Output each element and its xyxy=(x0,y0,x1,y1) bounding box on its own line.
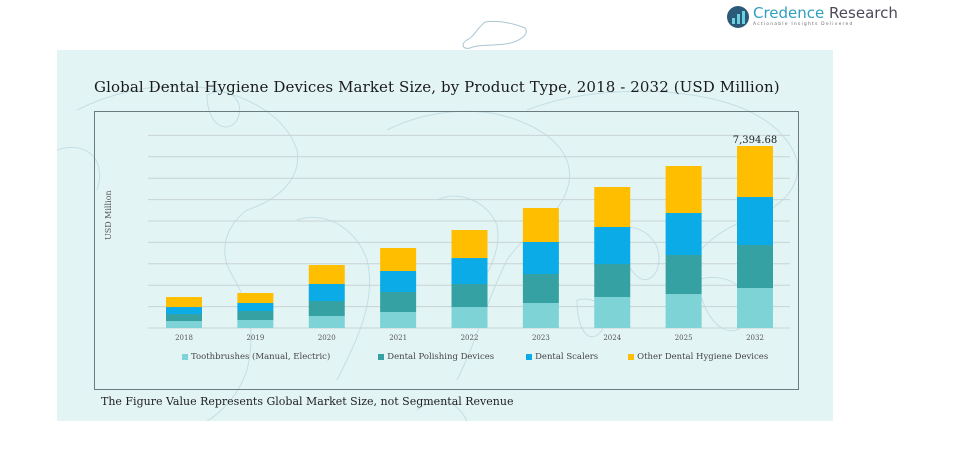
bar-segment-scalers-2019[interactable] xyxy=(237,302,274,311)
x-tick-label: 2020 xyxy=(318,334,336,342)
bar-segment-toothbrushes-2025[interactable] xyxy=(665,294,702,328)
x-tick-label: 2021 xyxy=(389,334,407,342)
bar-segment-polishing-2023[interactable] xyxy=(522,274,559,303)
world-map-background xyxy=(57,85,799,421)
bar-segment-other-2019[interactable] xyxy=(237,293,274,303)
legend-swatch-polishing xyxy=(378,354,385,360)
bar-segment-toothbrushes-2024[interactable] xyxy=(594,296,631,328)
legend-swatch-other xyxy=(628,354,635,360)
legend-item-polishing[interactable]: Dental Polishing Devices xyxy=(378,352,494,362)
bar-segment-polishing-2024[interactable] xyxy=(594,263,631,297)
x-tick-label: 2023 xyxy=(532,334,550,342)
bar-segment-scalers-2032[interactable] xyxy=(737,197,773,246)
bar-segment-toothbrushes-2018[interactable] xyxy=(166,321,202,328)
legend-label: Dental Polishing Devices xyxy=(387,352,495,362)
legend-label: Dental Scalers xyxy=(535,352,599,362)
bar-segment-other-2018[interactable] xyxy=(166,297,202,308)
brand-name: Credence Research xyxy=(753,4,898,23)
bar-segment-other-2020[interactable] xyxy=(308,264,345,284)
bar-segment-polishing-2032[interactable] xyxy=(737,245,773,289)
bar-segment-scalers-2023[interactable] xyxy=(522,242,559,275)
bar-segment-other-2024[interactable] xyxy=(594,186,631,227)
bar-segment-toothbrushes-2023[interactable] xyxy=(522,302,559,328)
chart-frame xyxy=(94,111,799,390)
brand-tagline: Actionable Insights Delivered xyxy=(753,22,854,28)
x-tick-label: 2019 xyxy=(246,334,264,342)
bar-segment-scalers-2021[interactable] xyxy=(380,270,417,292)
legend-swatch-toothbrushes xyxy=(182,354,188,360)
x-tick-label: 2032 xyxy=(746,334,764,342)
legend-item-other[interactable]: Other Dental Hygiene Devices xyxy=(628,352,768,362)
bar-segment-polishing-2020[interactable] xyxy=(308,301,345,316)
bar-segment-scalers-2024[interactable] xyxy=(594,226,631,264)
brand-logo: Credence Research Actionable Insights De… xyxy=(727,4,898,30)
data-label-total: 7,394.68 xyxy=(733,135,778,146)
bar-segment-polishing-2021[interactable] xyxy=(380,291,417,313)
footnote: The Figure Value Represents Global Marke… xyxy=(101,395,514,408)
bar-segment-other-2023[interactable] xyxy=(522,208,559,243)
chart-title: Global Dental Hygiene Devices Market Siz… xyxy=(94,78,780,96)
x-tick-label: 2024 xyxy=(603,334,621,342)
y-axis-label: USD Million xyxy=(104,190,113,240)
bar-segment-polishing-2025[interactable] xyxy=(665,254,702,295)
x-tick-label: 2022 xyxy=(461,334,479,342)
legend-item-scalers[interactable]: Dental Scalers xyxy=(526,352,598,362)
bar-segment-polishing-2022[interactable] xyxy=(451,284,488,308)
bar-segment-scalers-2022[interactable] xyxy=(451,258,488,285)
bar-segment-toothbrushes-2022[interactable] xyxy=(451,307,488,328)
bar-segment-polishing-2018[interactable] xyxy=(166,314,202,322)
stacked-bar-chart: 2018 2019 2020 2021 2022 2023 2024 2025 2032 7,39… xyxy=(148,134,790,342)
x-tick-label: 2025 xyxy=(675,334,693,342)
bar-segment-toothbrushes-2019[interactable] xyxy=(237,320,274,328)
legend-label: Toothbrushes (Manual, Electric) xyxy=(191,352,331,362)
bar-segment-toothbrushes-2021[interactable] xyxy=(380,312,417,328)
bar-segment-scalers-2018[interactable] xyxy=(166,307,202,315)
chart-legend: Toothbrushes (Manual, Electric) Dental P… xyxy=(182,352,768,362)
bar-segment-other-2025[interactable] xyxy=(665,166,702,214)
x-tick-label: 2018 xyxy=(175,334,193,342)
legend-swatch-scalers xyxy=(526,354,533,360)
bar-segment-other-2022[interactable] xyxy=(451,230,488,259)
bar-segment-other-2021[interactable] xyxy=(380,248,417,271)
bar-segment-polishing-2019[interactable] xyxy=(237,310,274,321)
bar-segment-other-2032[interactable] xyxy=(737,145,773,198)
bar-segment-toothbrushes-2020[interactable] xyxy=(308,315,345,328)
bar-segment-toothbrushes-2032[interactable] xyxy=(737,288,773,328)
legend-label: Other Dental Hygiene Devices xyxy=(637,352,769,362)
legend-item-toothbrushes[interactable]: Toothbrushes (Manual, Electric) xyxy=(182,352,330,362)
bar-segment-scalers-2020[interactable] xyxy=(308,283,345,302)
bar-chart-logo-icon xyxy=(727,6,749,28)
bar-segment-scalers-2025[interactable] xyxy=(665,213,702,255)
continent-outline-decoration xyxy=(462,21,527,49)
